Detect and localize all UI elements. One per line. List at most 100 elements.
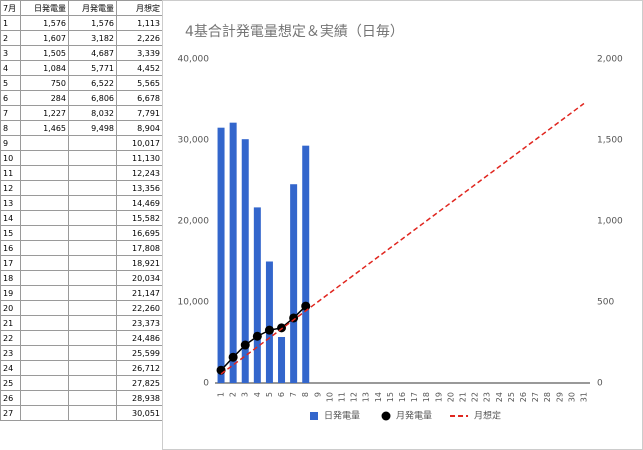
table-cell [20,225,69,241]
legend-swatch [310,412,318,420]
table-cell: 7 [0,105,21,121]
legend-label: 月発電量 [396,410,432,422]
table-cell [68,135,117,151]
table-cell [20,300,69,316]
table-row: 19 21,147 [0,285,163,301]
table-cell [68,330,117,346]
table-cell: 2,226 [116,30,163,46]
table-cell [20,255,69,271]
point [252,331,262,341]
table-cell [68,285,117,301]
sheet-table: 7月 日発電量 月発電量 月想定 1 1,576 1,576 1,113 2 1,607 3,182… [0,0,163,421]
table-cell [20,195,69,211]
table-row: 3 1,505 4,687 3,339 [0,45,163,61]
table-cell: 9 [0,135,21,151]
bar [229,122,237,383]
table-row: 14 15,582 [0,210,163,226]
table-cell: 月発電量 [68,0,117,16]
table-cell: 3 [0,45,21,61]
x-tick-label: 18 [422,392,431,402]
table-cell [20,345,69,361]
table-cell [20,135,69,151]
table-cell [68,300,117,316]
table-cell: 30,051 [116,405,163,421]
table-cell: 25,599 [116,345,163,361]
table-cell: 22,260 [116,300,163,316]
y2-tick-label: 1,000 [597,217,623,227]
legend-label: 日発電量 [324,410,360,422]
table-cell: 1,113 [116,15,163,31]
bar [241,139,249,383]
table-row: 24 26,712 [0,360,163,376]
table-cell [68,390,117,406]
x-tick-label: 13 [362,392,371,402]
x-tick-label: 25 [507,392,516,402]
table-cell: 1 [0,15,21,31]
x-tick-label: 17 [410,392,419,402]
table-cell: 14 [0,210,21,226]
table-cell [68,240,117,256]
table-cell: 24 [0,360,21,376]
table-row: 15 16,695 [0,225,163,241]
table-cell: 25 [0,375,21,391]
y2-tick-label: 0 [597,379,603,389]
table-cell: 28,938 [116,390,163,406]
table-cell: 10,017 [116,135,163,151]
y-tick-label: 0 [203,379,209,389]
line [220,102,585,375]
x-tick-label: 4 [253,392,262,397]
table-cell: 4 [0,60,21,76]
table-cell [20,360,69,376]
table-cell [68,210,117,226]
table-cell: 5,771 [68,60,117,76]
y2-tick-label: 1,500 [597,136,623,146]
x-tick-label: 22 [471,392,480,402]
table-cell: 750 [20,75,69,91]
point [264,325,274,335]
table-cell: 24,486 [116,330,163,346]
table-cell: 9,498 [68,120,117,136]
table-cell: 4,452 [116,60,163,76]
table-cell: 5 [0,75,21,91]
table-cell [68,360,117,376]
table-cell: 23,373 [116,315,163,331]
table-cell: 22 [0,330,21,346]
x-tick-label: 16 [398,392,407,402]
table-cell: 7,791 [116,105,163,121]
table-cell: 15,582 [116,210,163,226]
y2-tick-label: 500 [597,298,614,308]
table-cell: 26,712 [116,360,163,376]
table-cell: 26 [0,390,21,406]
x-tick-label: 7 [289,392,298,397]
table-cell [20,270,69,286]
table-cell [68,165,117,181]
table-cell: 13,356 [116,180,163,196]
table-cell: 1,576 [68,15,117,31]
table-cell: 11,130 [116,150,163,166]
table-cell: 17 [0,255,21,271]
x-tick-label: 19 [434,392,443,402]
table-cell [20,330,69,346]
table-cell: 4,687 [68,45,117,61]
point [240,340,250,350]
table-cell: 18,921 [116,255,163,271]
table-cell: 8,032 [68,105,117,121]
table-cell [20,165,69,181]
table-cell: 15 [0,225,21,241]
table-cell: 7月 [0,0,21,16]
table-cell: 20 [0,300,21,316]
x-tick-label: 24 [495,392,504,402]
table-cell: 27,825 [116,375,163,391]
x-tick-label: 6 [277,392,286,397]
table-cell: 13 [0,195,21,211]
table-cell: 3,182 [68,30,117,46]
x-tick-label: 28 [543,392,552,402]
x-tick-label: 21 [458,392,467,402]
table-cell: 1,084 [20,60,69,76]
table-cell [20,180,69,196]
legend-swatch [381,411,391,421]
table-cell: 5,565 [116,75,163,91]
table-row: 1 1,576 1,576 1,113 [0,15,163,31]
point [228,352,238,362]
